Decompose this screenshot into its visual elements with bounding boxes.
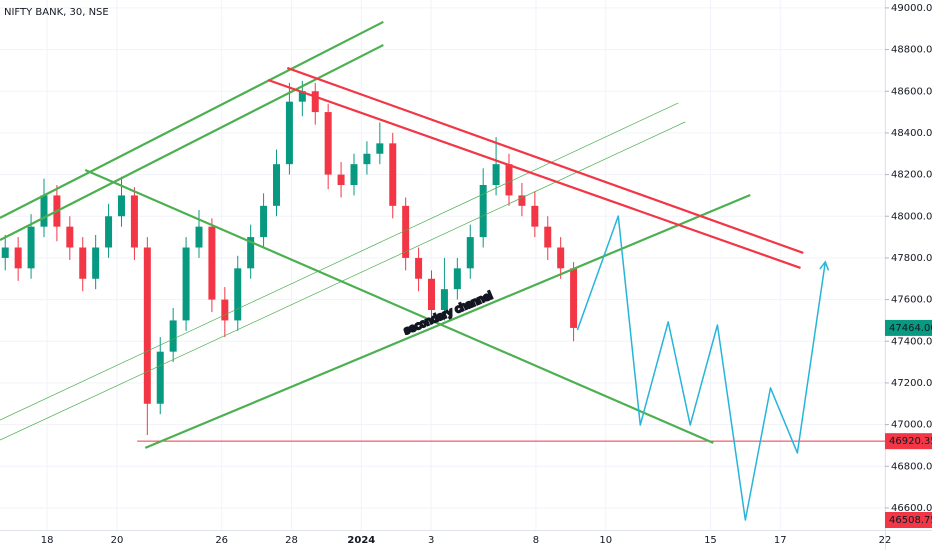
candle-body	[182, 247, 190, 321]
trend-line	[0, 102, 679, 421]
trend-line	[0, 20, 384, 219]
candle-body	[479, 185, 487, 238]
x-tick-label: 17	[774, 535, 787, 546]
trend-line	[144, 193, 751, 449]
chart-title: NIFTY BANK, 30, NSE	[4, 7, 109, 18]
x-tick-label: 8	[533, 535, 539, 546]
candle-body	[440, 289, 448, 310]
y-tick-label: 48400.00	[891, 128, 932, 139]
candle-body	[350, 164, 358, 185]
candle-body	[324, 112, 332, 175]
candle-body	[428, 278, 436, 310]
candle-body	[415, 257, 423, 279]
candle-body	[105, 216, 113, 248]
candle-body	[389, 143, 397, 206]
trend-line	[0, 121, 686, 441]
y-tick-label: 48600.00	[891, 86, 932, 97]
price-label: 46508.75	[889, 515, 932, 526]
candle-body	[311, 91, 319, 113]
candle-body	[518, 195, 526, 206]
trend-line	[267, 78, 801, 269]
price-label-box	[885, 512, 932, 528]
candle-body	[544, 226, 552, 248]
candle-body	[169, 320, 177, 352]
candle-body	[117, 195, 125, 217]
y-tick-label: 47400.00	[891, 336, 932, 347]
trend-line	[84, 168, 714, 444]
candle-body	[79, 247, 87, 279]
candle-body	[453, 268, 461, 290]
y-tick-label: 47000.00	[891, 420, 932, 431]
candle-body	[234, 268, 242, 321]
price-label: 47464.00	[889, 323, 932, 334]
candle-body	[247, 237, 255, 269]
trend-line	[286, 66, 804, 254]
y-tick-label: 46800.00	[891, 461, 932, 472]
price-label: 46920.35	[889, 436, 932, 447]
x-tick-label: 28	[285, 535, 298, 546]
axes: 46600.00 46800.00 47000.00 47200.00 47400.00…	[41, 3, 932, 546]
price-label-box	[885, 433, 932, 450]
y-tick-label: 46600.00	[891, 503, 932, 514]
y-tick-label: 48200.00	[891, 170, 932, 181]
candle-body	[260, 205, 268, 238]
projection-path	[576, 215, 827, 521]
x-tick-label: 15	[704, 535, 717, 546]
y-tick-label: 48000.00	[891, 211, 932, 222]
candle-body	[557, 247, 565, 269]
price-label-box	[885, 319, 932, 336]
candle-body	[570, 268, 578, 328]
candle-body	[363, 153, 371, 165]
candle-body	[337, 174, 345, 185]
x-tick-label: 2024	[347, 535, 375, 546]
candle-body	[14, 247, 22, 269]
candle-body	[92, 247, 100, 279]
x-tick-label: 3	[428, 535, 434, 546]
candle-body	[221, 299, 229, 321]
candle-body	[156, 351, 164, 404]
candle-body	[40, 195, 48, 227]
candle-body	[285, 101, 293, 165]
candle-body	[402, 205, 410, 258]
candle-body	[272, 164, 280, 206]
candle-body	[531, 205, 539, 227]
arrow-head	[819, 260, 830, 271]
candle-body	[195, 226, 203, 248]
y-tick-label: 47800.00	[891, 253, 932, 264]
x-tick-label: 10	[599, 535, 612, 546]
candle-body	[376, 143, 384, 154]
x-tick-label: 20	[111, 535, 124, 546]
x-tick-label: 18	[41, 535, 54, 546]
y-tick-label: 47200.00	[891, 378, 932, 389]
candle-body	[66, 226, 74, 248]
trend-line	[0, 44, 384, 241]
candle-body	[298, 91, 306, 102]
candle-body	[130, 195, 138, 248]
candle-body	[492, 164, 500, 185]
candle-body	[505, 164, 513, 196]
y-tick-label: 48800.00	[891, 45, 932, 56]
y-tick-label: 49000.00	[891, 3, 932, 14]
candle-body	[1, 247, 9, 258]
candle-body	[143, 247, 151, 404]
y-tick-label: 47600.00	[891, 295, 932, 306]
x-tick-label: 26	[215, 535, 228, 546]
x-tick-label: 22	[879, 535, 892, 546]
candle-body	[466, 237, 474, 269]
candle-body	[208, 226, 216, 300]
candle-body	[27, 226, 35, 269]
